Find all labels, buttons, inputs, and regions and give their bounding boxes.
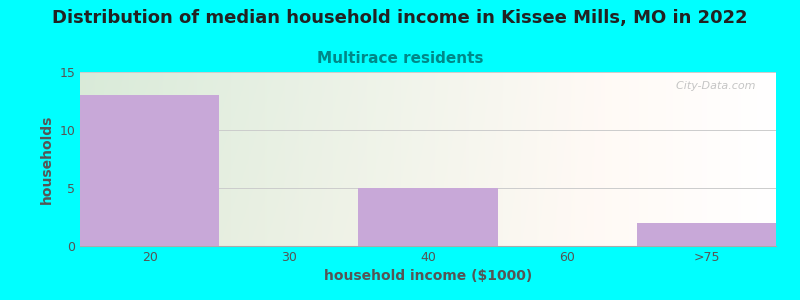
Bar <box>637 223 776 246</box>
Y-axis label: households: households <box>40 114 54 204</box>
X-axis label: household income ($1000): household income ($1000) <box>324 269 532 284</box>
Bar <box>358 188 498 246</box>
Text: City-Data.com: City-Data.com <box>669 81 755 91</box>
Text: Multirace residents: Multirace residents <box>317 51 483 66</box>
Text: Distribution of median household income in Kissee Mills, MO in 2022: Distribution of median household income … <box>52 9 748 27</box>
Bar <box>80 95 219 246</box>
